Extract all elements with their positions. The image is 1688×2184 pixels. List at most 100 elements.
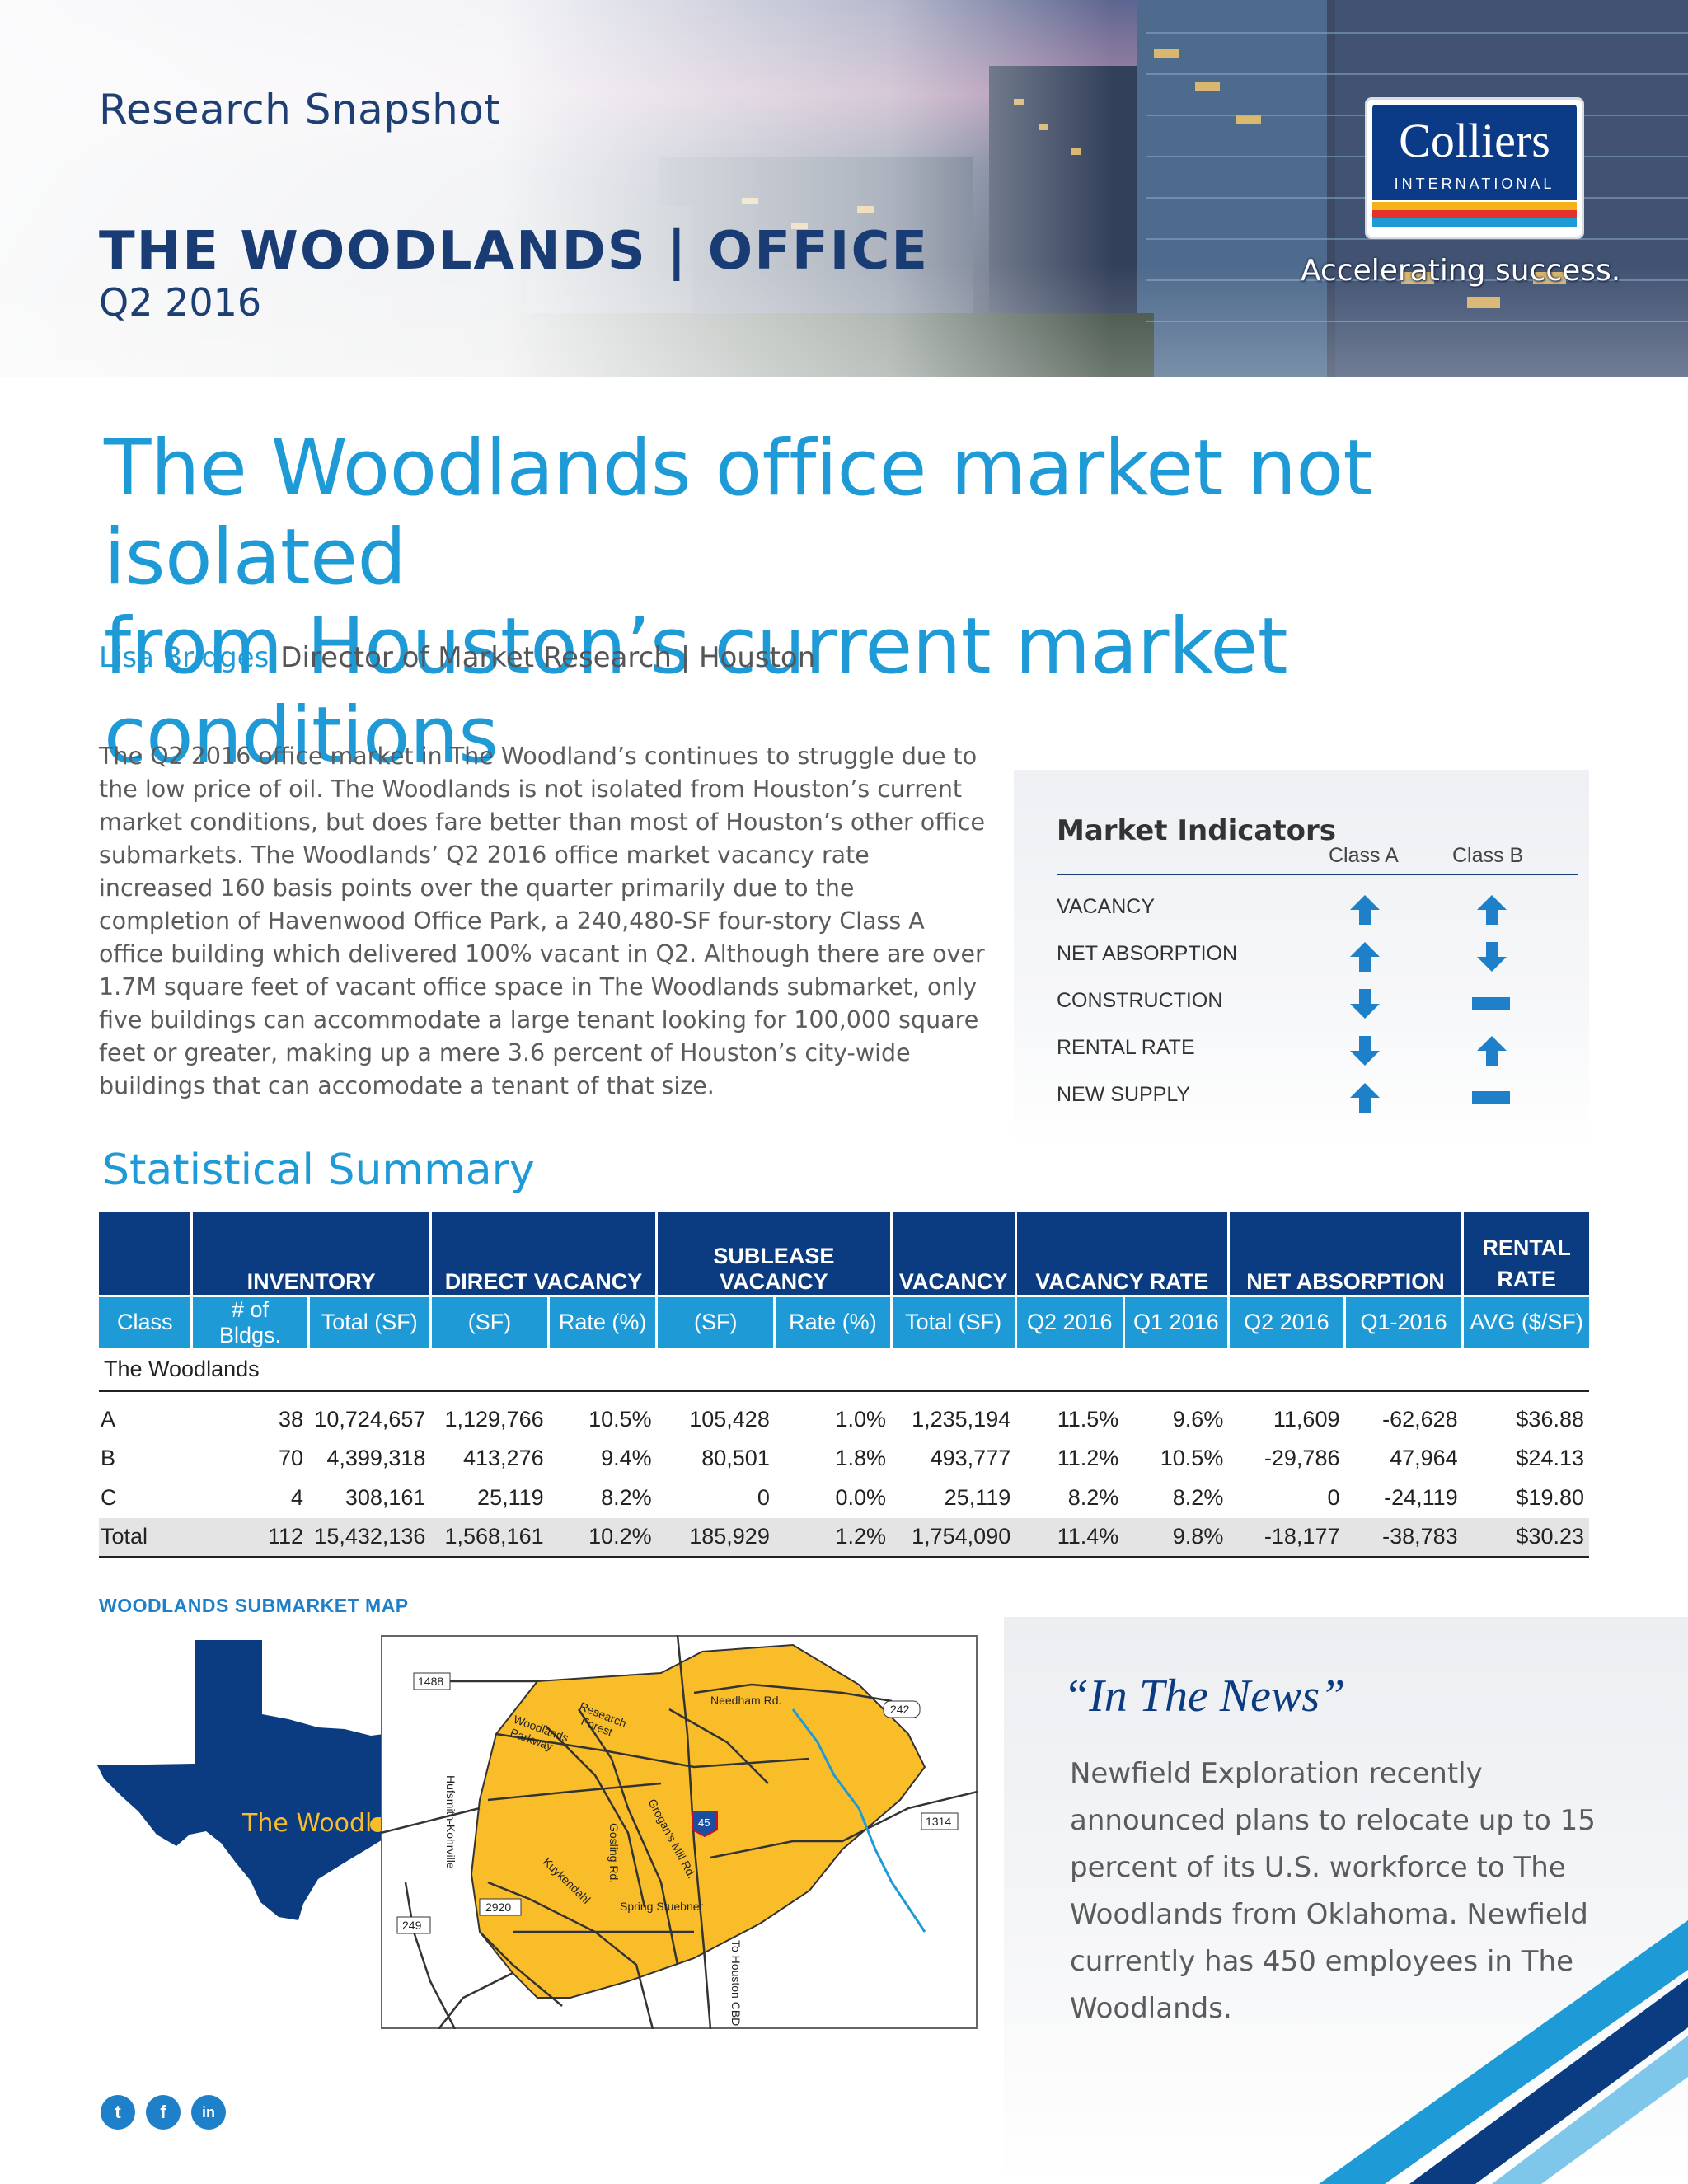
gosling-rd-label: Gosling Rd. xyxy=(607,1823,621,1883)
logo-stripe-blue xyxy=(1372,218,1577,227)
arrow-up-icon xyxy=(1348,940,1381,973)
header-vacancy: VACANCY xyxy=(891,1212,1017,1296)
subheader-cell: (SF) xyxy=(430,1294,551,1348)
table-cell: -62,628 xyxy=(1382,1406,1458,1432)
table-cell: B xyxy=(101,1446,116,1470)
table-cell: 413,276 xyxy=(463,1446,544,1470)
tagline: Accelerating success. xyxy=(1301,254,1621,288)
market-indicators-panel: Market Indicators Class A Class B VACANC… xyxy=(1014,770,1589,1151)
table-cell: 11.2% xyxy=(1057,1446,1119,1470)
table-cell: 80,501 xyxy=(701,1446,770,1470)
indicator-label: CONSTRUCTION xyxy=(1057,989,1223,1012)
indicator-label: VACANCY xyxy=(1057,895,1156,918)
indicator-row: CONSTRUCTION xyxy=(1057,984,1578,1019)
facebook-icon[interactable]: f xyxy=(146,2095,181,2130)
table-cell: 185,929 xyxy=(656,1517,775,1558)
spring-stuebner-label: Spring Stuebner xyxy=(620,1900,704,1913)
table-cell: 1.2% xyxy=(774,1517,891,1558)
statistical-summary-title: Statistical Summary xyxy=(102,1146,535,1195)
table-row: C 4 308,161 25,119 8.2% 0 0.0% 25,119 8.2% 8.2% 0 -… xyxy=(99,1479,1589,1518)
author-name: Lisa Bridges xyxy=(99,641,270,674)
headline-line-1: The Woodlands office market not isolated xyxy=(104,424,1373,602)
table-cell: -38,783 xyxy=(1344,1517,1463,1558)
table-cell: 1,568,161 xyxy=(430,1517,549,1558)
group-label: The Woodlands xyxy=(99,1347,1589,1392)
table-subheader-row: Class # of Bldgs. Total (SF) (SF) Rate (%) (S… xyxy=(99,1294,1589,1348)
subheader-cell: Q1-2016 xyxy=(1344,1294,1465,1348)
subheader-cell: Rate (%) xyxy=(548,1294,659,1348)
road-1488-label: 1488 xyxy=(418,1675,443,1688)
twitter-icon[interactable]: t xyxy=(101,2095,135,2130)
market-indicators-title: Market Indicators xyxy=(1057,814,1336,847)
author-role: Director of Market Research | Houston xyxy=(280,641,816,674)
subheader-cell: # of Bldgs. xyxy=(191,1294,310,1348)
table-cell: 493,777 xyxy=(930,1446,1011,1470)
table-cell: 4,399,318 xyxy=(326,1446,426,1470)
header-rental-rate: RENTAL RATE xyxy=(1462,1212,1589,1296)
subheader-cell: Q2 2016 xyxy=(1015,1294,1125,1348)
table-cell: 1.8% xyxy=(835,1446,886,1470)
table-cell: -29,786 xyxy=(1264,1446,1340,1470)
table-cell: 25,119 xyxy=(477,1485,544,1510)
indicator-label: RENTAL RATE xyxy=(1057,1036,1195,1059)
table-cell: $19.80 xyxy=(1516,1485,1584,1510)
indicator-label: NEW SUPPLY xyxy=(1057,1083,1191,1106)
table-cell: 1,235,194 xyxy=(912,1406,1011,1432)
header-direct-vacancy: DIRECT VACANCY xyxy=(430,1212,659,1296)
table-cell: 8.2% xyxy=(1067,1485,1119,1510)
table-cell: 112 xyxy=(191,1517,309,1558)
subheader-cell: Total (SF) xyxy=(308,1294,432,1348)
table-cell: 0.0% xyxy=(835,1485,886,1510)
table-cell: A xyxy=(101,1406,116,1432)
table-cell: 0 xyxy=(1327,1485,1340,1510)
indicator-divider xyxy=(1057,874,1578,875)
table-cell: 38 xyxy=(279,1406,304,1432)
header-sublease-vacancy: SUBLEASE VACANCY xyxy=(656,1212,893,1296)
table-cell: 308,161 xyxy=(345,1485,426,1510)
logo-wordmark: Colliers xyxy=(1399,114,1550,167)
statistical-summary-table: INVENTORY DIRECT VACANCY SUBLEASE VACANC… xyxy=(99,1212,1589,1558)
table-cell: $36.88 xyxy=(1516,1406,1584,1432)
table-cell: 10.5% xyxy=(588,1406,652,1432)
indicator-row: RENTAL RATE xyxy=(1057,1031,1578,1066)
table-cell: 10,724,657 xyxy=(314,1406,426,1432)
indicator-row: NEW SUPPLY xyxy=(1057,1078,1578,1114)
class-a-header: Class A xyxy=(1329,844,1399,867)
intro-paragraph: The Q2 2016 office market in The Woodlan… xyxy=(99,743,985,1099)
header-fade xyxy=(0,0,1113,377)
subheader-cell: Q1 2016 xyxy=(1123,1294,1230,1348)
report-quarter: Q2 2016 xyxy=(99,280,262,325)
table-cell: 11.4% xyxy=(1015,1517,1124,1558)
arrow-up-icon xyxy=(1348,1081,1381,1114)
texas-shape-icon xyxy=(97,1640,396,1920)
map-title: WOODLANDS SUBMARKET MAP xyxy=(99,1595,409,1616)
linkedin-icon[interactable]: in xyxy=(191,2095,226,2130)
subheader-cell: (SF) xyxy=(656,1294,776,1348)
subheader-cell: AVG ($/SF) xyxy=(1462,1294,1589,1348)
road-242-label: 242 xyxy=(890,1703,910,1716)
table-group-header-row: INVENTORY DIRECT VACANCY SUBLEASE VACANC… xyxy=(99,1212,1589,1296)
subheader-cell: Total (SF) xyxy=(891,1294,1017,1348)
logo-subtitle: INTERNATIONAL xyxy=(1394,176,1555,192)
headline-line-2: from Houston’s current market conditions xyxy=(104,602,1288,780)
news-body: Newfield Exploration recently announced … xyxy=(1070,1757,1596,2025)
indicator-row: VACANCY xyxy=(1057,890,1578,925)
needham-rd-label: Needham Rd. xyxy=(710,1694,781,1707)
table-cell: $24.13 xyxy=(1516,1446,1584,1470)
interstate-45-shield-icon xyxy=(692,1811,718,1838)
road-2920-label: 2920 xyxy=(485,1900,511,1914)
headline: The Woodlands office market not isolated… xyxy=(104,424,1587,780)
class-b-header: Class B xyxy=(1452,844,1524,867)
table-cell: 1.0% xyxy=(835,1406,886,1432)
subheader-cell: Rate (%) xyxy=(774,1294,893,1348)
indicator-row: NET ABSORPTION xyxy=(1057,937,1578,973)
table-cell: 10.5% xyxy=(1160,1446,1224,1470)
road-249-label: 249 xyxy=(402,1919,422,1932)
table-cell: 105,428 xyxy=(689,1406,770,1432)
table-cell: 25,119 xyxy=(944,1485,1011,1510)
table-cell: 9.4% xyxy=(601,1446,652,1470)
table-cell: Total xyxy=(99,1517,192,1558)
subheader-cell: Class xyxy=(99,1294,194,1348)
table-cell: C xyxy=(101,1485,117,1510)
table-cell: 11,609 xyxy=(1273,1406,1340,1432)
